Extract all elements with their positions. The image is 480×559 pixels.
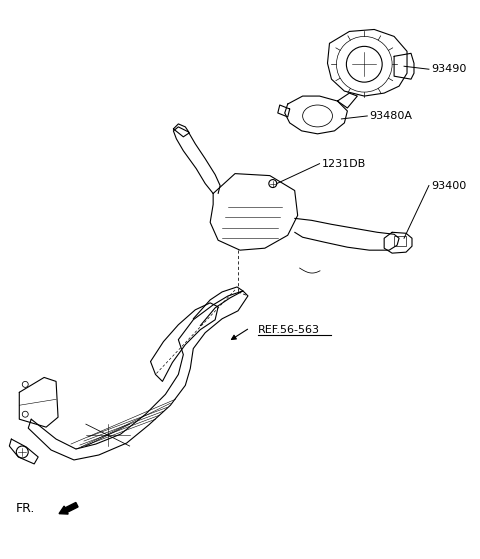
Text: 1231DB: 1231DB [322,159,366,169]
Text: 93490: 93490 [431,64,466,74]
Text: 93400: 93400 [431,181,466,191]
FancyArrow shape [59,503,78,514]
Text: FR.: FR. [15,502,35,515]
Text: 93480A: 93480A [369,111,412,121]
Bar [394,236,406,246]
Text: REF.56-563: REF.56-563 [258,325,320,335]
